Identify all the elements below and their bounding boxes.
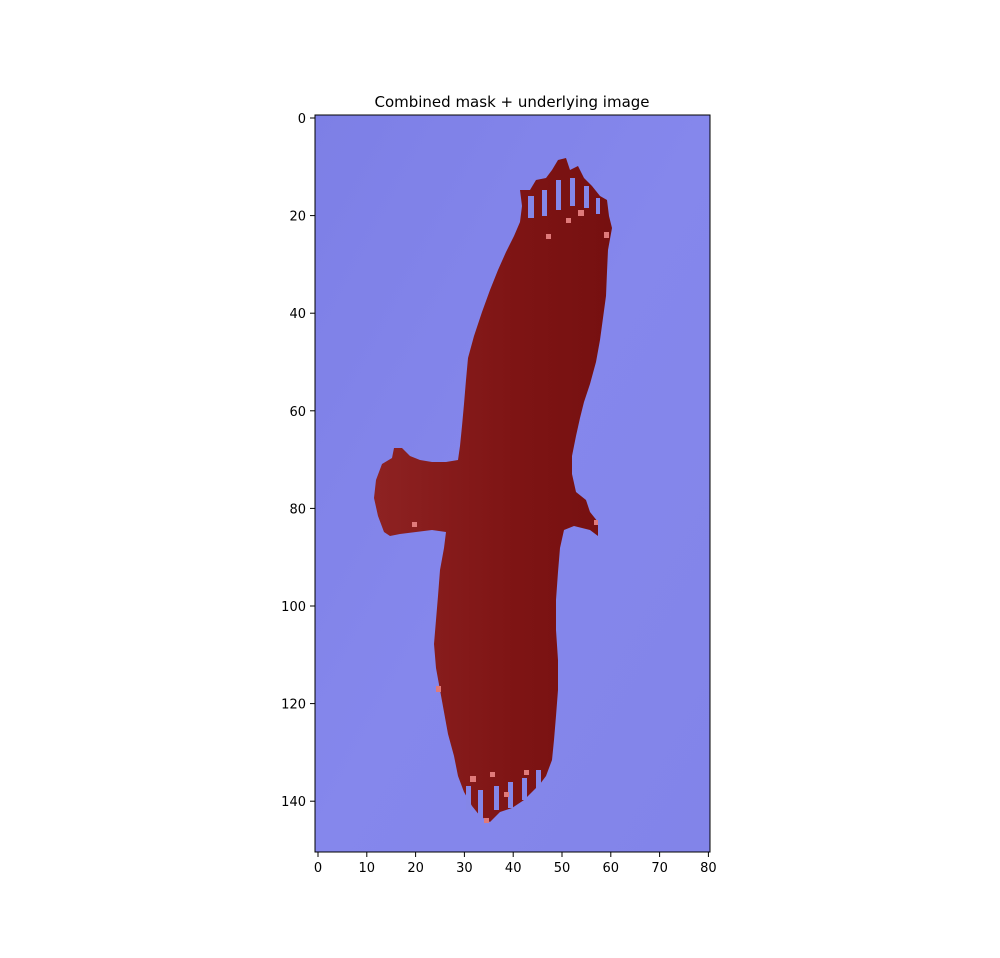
x-tick-label: 50: [554, 861, 571, 876]
y-tick-label: 0: [298, 112, 306, 127]
highlight-pixels: [412, 210, 609, 823]
plot-title: Combined mask + underlying image: [374, 93, 649, 111]
y-tick-label: 80: [289, 502, 306, 517]
y-axis: 0 20 40 60 80 100 120 140: [281, 112, 315, 810]
bird-mask: [374, 158, 612, 822]
y-tick-label: 120: [281, 698, 306, 713]
y-tick-label: 20: [289, 210, 306, 225]
top-feather-gaps: [528, 178, 600, 218]
x-tick-label: 0: [314, 861, 322, 876]
y-tick-label: 100: [281, 600, 306, 615]
image-area: [314, 114, 711, 853]
x-tick-label: 40: [505, 861, 522, 876]
x-tick-label: 10: [359, 861, 376, 876]
x-axis: 0 10 20 30 40 50 60 70 80: [314, 852, 717, 876]
x-tick-label: 60: [603, 861, 620, 876]
bottom-feather-gaps: [466, 770, 541, 818]
y-tick-label: 40: [289, 307, 306, 322]
plot-frame: [314, 114, 711, 853]
y-tick-label: 140: [281, 795, 306, 810]
x-tick-label: 80: [700, 861, 717, 876]
x-tick-label: 70: [651, 861, 668, 876]
x-tick-label: 30: [456, 861, 473, 876]
y-tick-label: 60: [289, 405, 306, 420]
x-tick-label: 20: [407, 861, 424, 876]
